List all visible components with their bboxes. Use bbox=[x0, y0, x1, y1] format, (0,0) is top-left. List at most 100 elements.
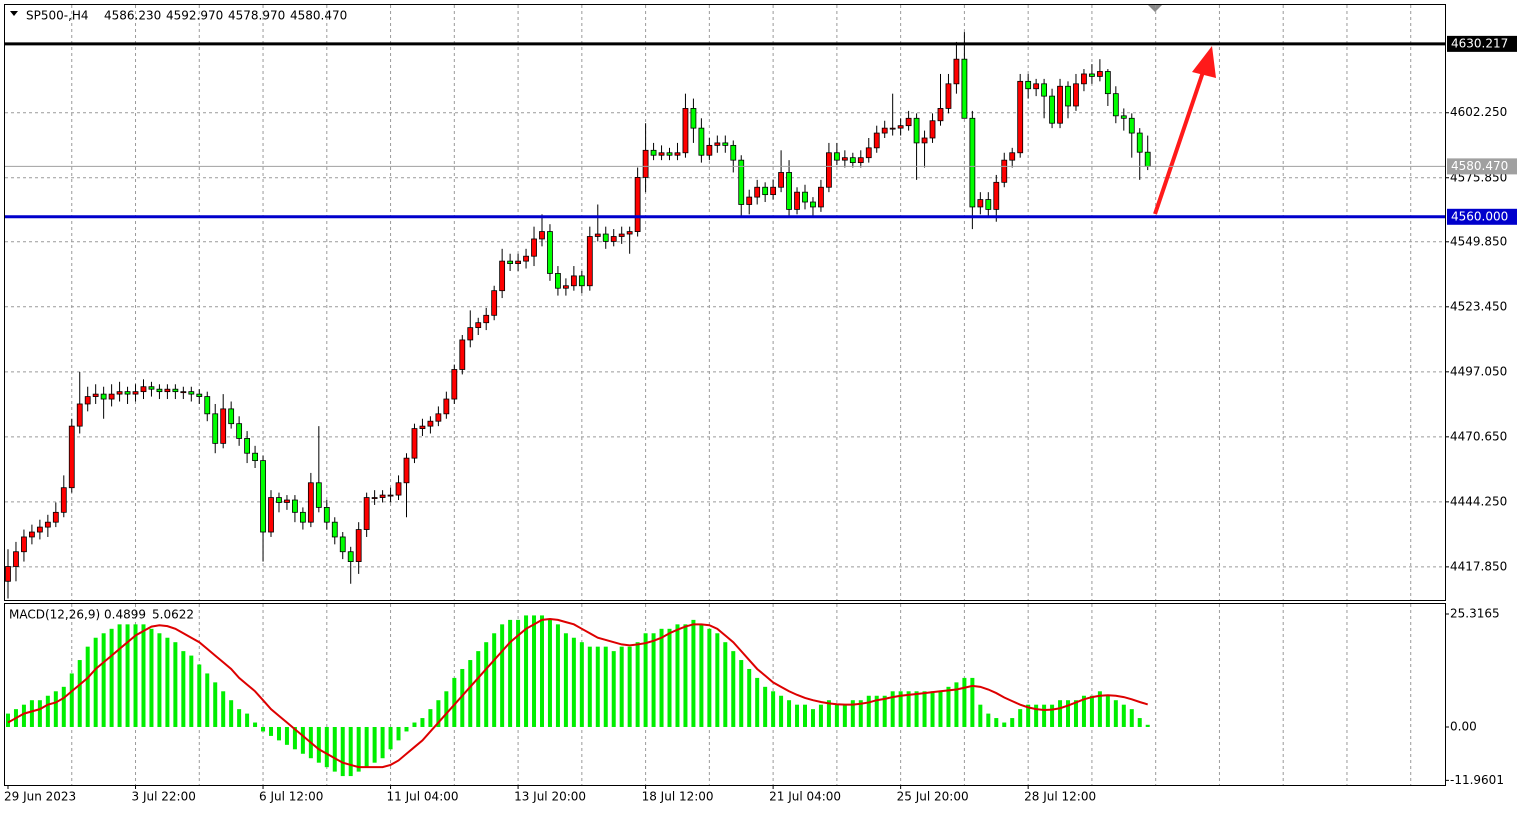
ohlc-low: 4578.970 bbox=[228, 9, 285, 23]
candle-body bbox=[403, 457, 410, 484]
candle-body bbox=[204, 396, 211, 415]
candle-body bbox=[276, 497, 282, 503]
macd-bar bbox=[1066, 700, 1071, 727]
candle-body bbox=[802, 191, 808, 203]
macd-bar bbox=[165, 637, 170, 727]
macd-bar bbox=[882, 695, 887, 727]
macd-bar bbox=[213, 682, 218, 727]
macd-bar bbox=[508, 619, 513, 727]
arrow-head bbox=[1192, 46, 1216, 78]
macd-bar bbox=[1137, 718, 1142, 727]
macd-bar bbox=[484, 642, 489, 727]
candle-body bbox=[841, 157, 848, 161]
macd-bar bbox=[21, 704, 26, 727]
macd-bar bbox=[53, 691, 58, 727]
candle-body bbox=[642, 149, 649, 178]
macd-bar bbox=[61, 686, 66, 727]
symbol: SP500-,H4 bbox=[26, 9, 89, 23]
candle-body bbox=[427, 420, 434, 427]
macd-bar bbox=[731, 651, 736, 727]
candle-body bbox=[292, 499, 298, 513]
candle-body bbox=[1057, 85, 1063, 124]
candle-body bbox=[148, 386, 155, 390]
macd-bar bbox=[707, 628, 712, 727]
candle-body bbox=[523, 255, 529, 262]
y-tick-label: 4497.050 bbox=[1450, 364, 1507, 378]
macd-bar bbox=[460, 668, 465, 727]
candle-body bbox=[563, 285, 569, 289]
candle-body bbox=[76, 403, 83, 427]
candle-body bbox=[770, 186, 777, 196]
macd-bar bbox=[245, 713, 250, 727]
macd-bar bbox=[842, 704, 847, 727]
candle-body bbox=[260, 460, 266, 533]
macd-bar bbox=[173, 642, 178, 727]
candle-body bbox=[196, 393, 203, 397]
x-tick-label: 6 Jul 12:00 bbox=[259, 790, 323, 804]
level-label: 4630.217 bbox=[1451, 36, 1508, 50]
macd-bar bbox=[1050, 704, 1055, 727]
candle-body bbox=[172, 388, 179, 393]
macd-bar bbox=[117, 624, 122, 727]
macd-bar bbox=[946, 686, 951, 727]
macd-bar bbox=[906, 691, 911, 727]
candle-body bbox=[555, 273, 561, 289]
candle-body bbox=[634, 176, 641, 232]
candle-body bbox=[299, 511, 306, 523]
macd-bar bbox=[261, 726, 266, 732]
x-tick-label: 11 Jul 04:00 bbox=[387, 790, 459, 804]
candle-body bbox=[881, 127, 888, 134]
macd-bar bbox=[755, 677, 760, 727]
macd-bar bbox=[133, 624, 138, 727]
candle-body bbox=[1049, 95, 1055, 124]
candle-body bbox=[467, 327, 474, 341]
macd-bar bbox=[563, 633, 568, 727]
menu-arrow[interactable] bbox=[10, 11, 18, 16]
macd-bar bbox=[492, 633, 497, 727]
macd-bar bbox=[539, 615, 544, 727]
macd-bar bbox=[1129, 709, 1134, 727]
level-label: 4560.000 bbox=[1451, 209, 1508, 223]
macd-y-tick-label: -11.9601 bbox=[1450, 773, 1504, 787]
candle-body bbox=[682, 108, 689, 154]
candle-body bbox=[993, 181, 1000, 210]
macd-bar bbox=[611, 651, 616, 727]
macd-bar bbox=[356, 726, 361, 772]
macd-bar bbox=[1105, 695, 1110, 727]
macd-bar bbox=[45, 695, 50, 727]
candle-body bbox=[435, 413, 442, 422]
level-label: 4580.470 bbox=[1451, 159, 1508, 173]
candle-body bbox=[284, 499, 290, 503]
candle-body bbox=[84, 396, 91, 405]
macd-bar bbox=[898, 691, 903, 727]
candle-body bbox=[451, 369, 458, 400]
macd-bar bbox=[125, 624, 130, 727]
y-tick-label: 4602.250 bbox=[1450, 105, 1507, 119]
candle-body bbox=[1065, 85, 1071, 107]
macd-bar bbox=[914, 691, 919, 727]
candle-body bbox=[483, 314, 490, 324]
candle-body bbox=[913, 117, 920, 144]
candle-body bbox=[116, 391, 123, 395]
candle-body bbox=[865, 147, 872, 159]
candle-body bbox=[1096, 71, 1103, 77]
candle-body bbox=[212, 413, 219, 444]
candle-body bbox=[921, 137, 928, 144]
candle-body bbox=[826, 152, 832, 188]
macd-bar bbox=[181, 651, 186, 727]
arrow-shaft bbox=[1153, 71, 1205, 215]
macd-bar bbox=[866, 695, 871, 727]
candle-body bbox=[929, 120, 936, 139]
candle-body bbox=[754, 186, 761, 198]
macd-bar bbox=[603, 646, 608, 727]
macd-bar bbox=[810, 709, 815, 727]
macd-bar bbox=[699, 624, 704, 727]
candle-body bbox=[411, 428, 418, 459]
macd-bar bbox=[428, 709, 433, 727]
candle-body bbox=[515, 260, 521, 264]
candle-body bbox=[602, 233, 609, 242]
macd-bar bbox=[229, 700, 234, 727]
candle-body bbox=[1081, 73, 1087, 85]
